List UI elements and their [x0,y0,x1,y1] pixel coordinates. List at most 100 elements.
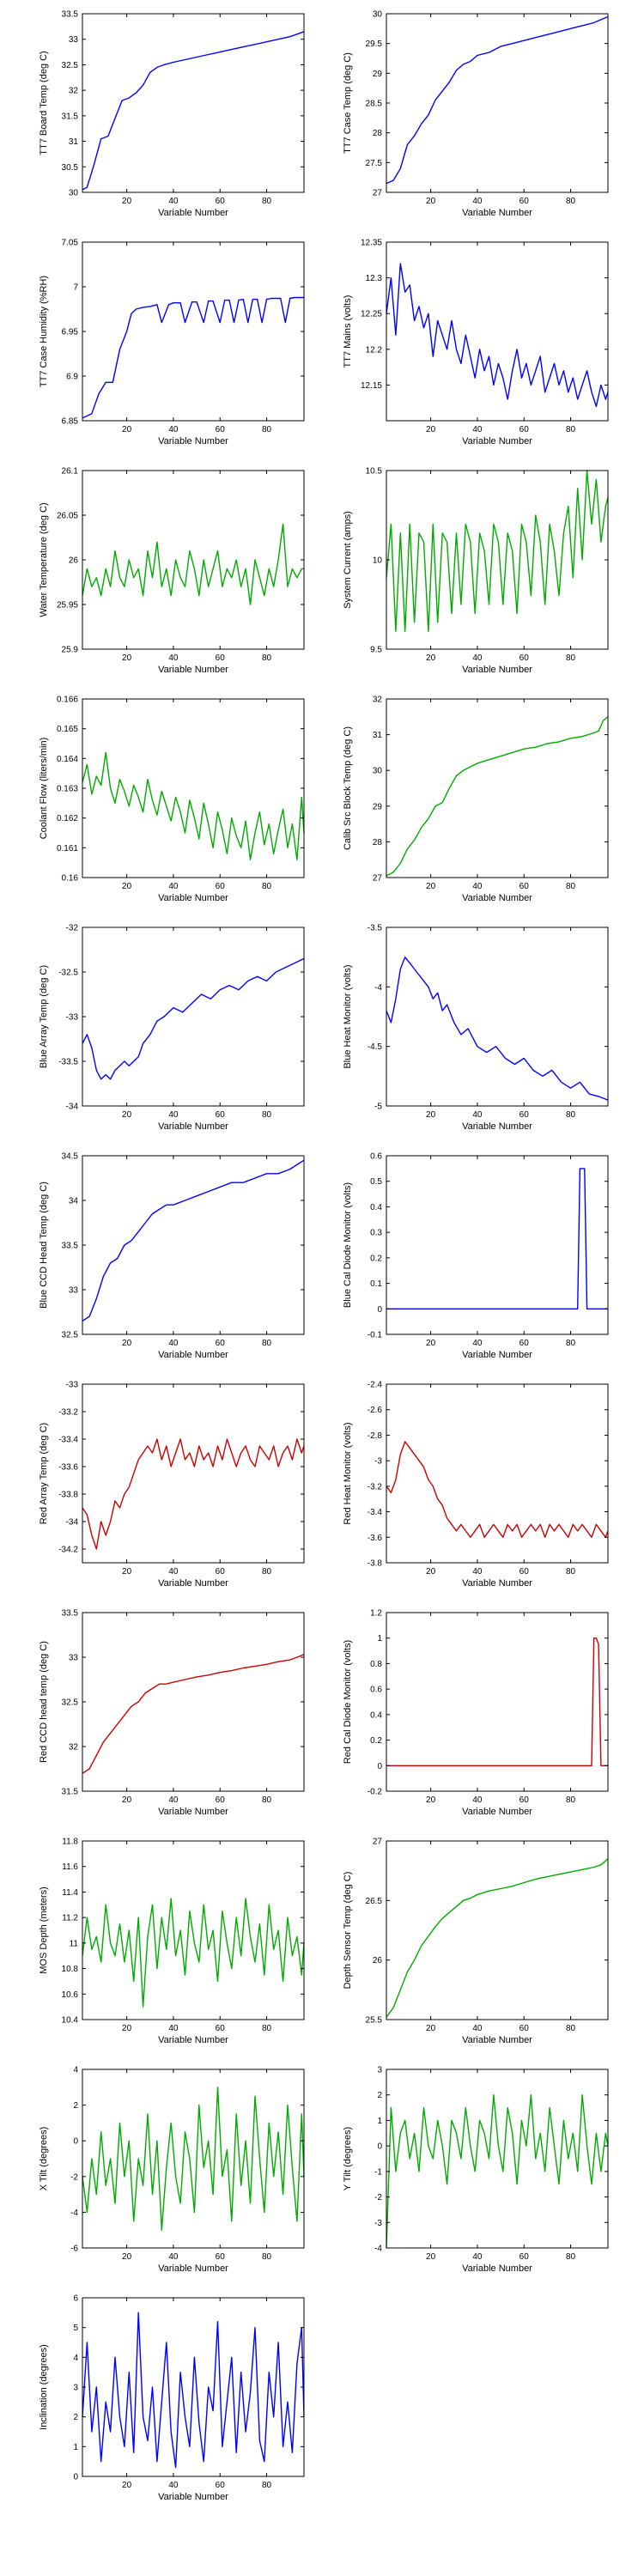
x-tick-label: 60 [519,653,530,663]
series-line-12-1 [386,1168,608,1310]
chart-panel-15: 20 40 60 80 31.5 32 32.5 33 33.5 Variable Number R… [39,1609,305,1817]
series-line-16-1 [386,1637,608,1767]
y-axis-label: Red Cal Diode Monitor (volts) [343,1640,353,1764]
x-tick-label: 40 [168,653,179,663]
y-tick-label: 6.95 [62,328,79,337]
y-tick-label: -2 [374,2193,382,2202]
x-tick-label: 80 [566,425,576,434]
y-tick-label: 12.15 [361,381,382,391]
chart-panel-5: 20 40 60 80 25.9 25.95 26 26.05 26.1 Variable Num… [39,467,305,675]
y-tick-label: -6 [70,2245,78,2254]
x-tick-label: 20 [426,197,436,206]
y-tick-label: 30.5 [62,163,79,173]
series-line-21-1 [82,2312,305,2469]
x-axis-label: Variable Number [158,2492,228,2502]
x-tick-label: 60 [216,1795,226,1805]
x-axis-label: Variable Number [158,2263,228,2274]
x-tick-label: 40 [472,2024,483,2033]
y-tick-label: 29.5 [366,39,383,49]
x-tick-label: 20 [122,1795,132,1805]
x-tick-label: 20 [122,2024,132,2033]
y-tick-label: 0.2 [370,1254,382,1263]
y-axis-label: Red CCD head temp (deg C) [39,1641,49,1763]
y-tick-label: 12.2 [366,345,383,355]
y-tick-label: -32.5 [58,969,78,978]
y-tick-label: 0.166 [57,696,78,705]
y-tick-label: 3 [73,2384,78,2393]
y-tick-label: 29 [373,70,383,79]
x-tick-label: 20 [426,2252,436,2262]
y-axis-label: MOS Depth (meters) [39,1886,49,1973]
x-tick-label: 60 [216,2252,226,2262]
x-axis-label: Variable Number [158,208,228,218]
y-tick-label: 0.161 [57,844,78,854]
y-tick-label: 31.5 [62,1788,79,1797]
x-tick-label: 80 [566,1339,576,1348]
x-tick-label: 40 [472,1567,483,1577]
x-tick-label: 60 [519,2024,530,2033]
x-tick-label: 80 [566,1567,576,1577]
series-line-19-1 [82,2087,305,2231]
y-tick-label: -5 [374,1103,382,1112]
y-tick-label: 30 [373,767,383,776]
y-tick-label: 32.5 [62,61,79,70]
y-tick-label: -34.2 [58,1546,78,1555]
x-tick-label: 40 [168,1339,179,1348]
y-tick-label: -2 [70,2172,78,2182]
x-tick-label: 80 [566,197,576,206]
plot-frame [386,1612,609,1792]
x-axis-label: Variable Number [462,1121,532,1132]
y-tick-label: -33.4 [58,1436,78,1445]
x-tick-label: 40 [472,882,483,891]
series-line-10-1 [386,956,609,1101]
y-tick-label: -0.2 [368,1788,383,1797]
y-tick-label: -33 [66,1381,79,1390]
x-tick-label: 80 [262,2024,272,2033]
y-tick-label: 25.9 [62,646,79,655]
y-tick-label: 33 [69,1654,79,1663]
y-tick-label: 26.1 [62,467,79,477]
x-tick-label: 80 [262,197,272,206]
y-tick-label: 31.5 [62,112,79,121]
chart-panel-14: 20 40 60 80 -3.8 -3.6 -3.4 -3.2 -3 -2.8 -2.6 -2.4 Va… [343,1381,609,1589]
plot-frame [386,13,609,193]
chart-panel-17: 20 40 60 80 10.4 10.6 10.8 11 11.2 11.4 11.6 11.8 Va… [39,1838,305,2045]
chart-panel-18: 20 40 60 80 25.5 26 26.5 27 Variable Number Depth… [343,1838,609,2045]
y-tick-label: 0.16 [62,874,79,884]
y-tick-label: 6.85 [62,417,79,427]
x-tick-label: 20 [122,1339,132,1348]
x-tick-label: 40 [472,1110,483,1120]
y-tick-label: -3 [374,1457,382,1467]
y-axis-label: Blue Heat Monitor (volts) [343,964,353,1068]
series-line-6-1 [386,470,609,632]
y-tick-label: 10.5 [366,467,383,477]
x-tick-label: 80 [566,1795,576,1805]
y-axis-label: Depth Sensor Temp (deg C) [343,1872,353,1990]
y-tick-label: 27.5 [366,159,383,168]
y-tick-label: 0 [377,2142,382,2152]
y-tick-label: 25.95 [57,601,78,611]
y-tick-label: 6.9 [66,373,78,382]
y-tick-label: -32 [66,924,79,933]
y-tick-label: 33.5 [62,1609,79,1619]
y-tick-label: 25.5 [366,2016,383,2026]
x-tick-label: 80 [262,2481,272,2490]
x-tick-label: 20 [426,1110,436,1120]
y-tick-label: 28.5 [366,100,383,109]
x-tick-label: 80 [566,2024,576,2033]
y-tick-label: 33.5 [62,1242,79,1251]
y-tick-label: 34 [69,1197,79,1206]
x-tick-label: 20 [426,2024,436,2033]
x-tick-label: 40 [168,1567,179,1577]
plot-frame [386,470,609,650]
y-tick-label: 0.164 [57,755,78,764]
x-tick-label: 40 [472,1795,483,1805]
y-tick-label: 0.3 [370,1229,382,1238]
y-tick-label: 33 [69,1286,79,1296]
x-tick-label: 40 [472,2252,483,2262]
x-tick-label: 60 [519,1110,530,1120]
chart-panel-6: 20 40 60 80 9.5 10 10.5 Variable Number System C… [343,467,609,675]
x-tick-label: 40 [168,197,179,206]
y-tick-label: 12.25 [361,310,382,319]
y-tick-label: 26 [69,556,79,566]
